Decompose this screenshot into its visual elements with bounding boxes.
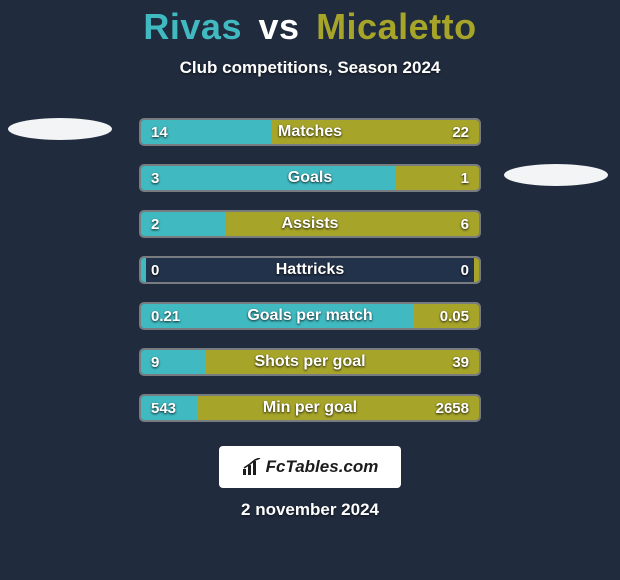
stat-fill-left: [141, 396, 198, 420]
stat-fill-right: [226, 212, 480, 236]
stat-fill-left: [141, 350, 205, 374]
stat-value-right: 0: [461, 258, 469, 282]
stat-label: Hattricks: [141, 258, 479, 282]
stat-row: Min per goal5432658: [0, 394, 620, 422]
stat-value-left: 0: [151, 258, 159, 282]
vs-text: vs: [259, 6, 300, 47]
stat-fill-right: [395, 166, 480, 190]
brand-text: FcTables.com: [242, 457, 379, 477]
date-text: 2 november 2024: [0, 500, 620, 520]
bar-chart-icon: [242, 458, 262, 476]
stat-row: Goals31: [0, 164, 620, 192]
stat-fill-right: [474, 258, 479, 282]
stat-fill-right: [414, 304, 479, 328]
stat-fill-right: [198, 396, 479, 420]
brand-label: FcTables.com: [266, 457, 379, 477]
stat-fill-left: [141, 166, 395, 190]
subtitle: Club competitions, Season 2024: [0, 58, 620, 78]
stat-fill-left: [141, 212, 226, 236]
stat-row: Goals per match0.210.05: [0, 302, 620, 330]
comparison-title: Rivas vs Micaletto: [0, 0, 620, 48]
stat-bar: Goals31: [139, 164, 481, 192]
stat-bar: Assists26: [139, 210, 481, 238]
stat-bar: Hattricks0 0: [139, 256, 481, 284]
stat-row: Matches1422: [0, 118, 620, 146]
stat-bar: Shots per goal939: [139, 348, 481, 376]
brand-badge: FcTables.com: [219, 446, 401, 488]
stat-bar: Min per goal5432658: [139, 394, 481, 422]
player1-name: Rivas: [143, 6, 242, 47]
stat-bar: Goals per match0.210.05: [139, 302, 481, 330]
comparison-card: { "header": { "player1": "Rivas", "vs": …: [0, 0, 620, 580]
stats-chart: Matches1422 Goals31 Assists26 Hattricks0 0 Go…: [0, 118, 620, 440]
stat-fill-left: [141, 120, 272, 144]
player2-avatar: [504, 164, 608, 186]
stat-row: Assists26: [0, 210, 620, 238]
stat-row: Shots per goal939: [0, 348, 620, 376]
stat-fill-right: [272, 120, 479, 144]
stat-fill-right: [205, 350, 479, 374]
player1-avatar: [8, 118, 112, 140]
player2-name: Micaletto: [316, 6, 477, 47]
stat-fill-left: [141, 304, 414, 328]
stat-row: Hattricks0 0: [0, 256, 620, 284]
stat-bar: Matches1422: [139, 118, 481, 146]
stat-fill-left: [141, 258, 146, 282]
